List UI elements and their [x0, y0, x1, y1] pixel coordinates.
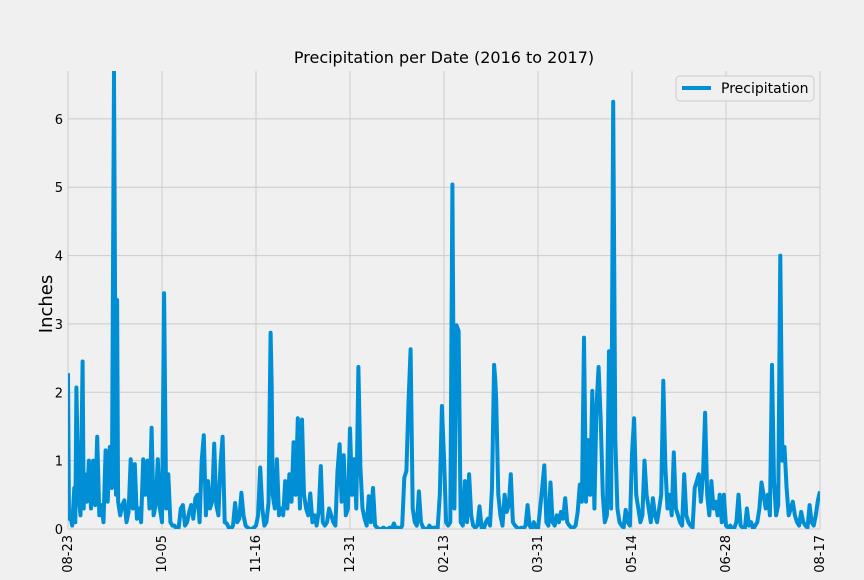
series-layer — [68, 71, 820, 529]
chart-title: Precipitation per Date (2016 to 2017) — [294, 48, 594, 67]
x-tick-label: 08-17 — [813, 535, 828, 573]
x-tick-label: 02-13 — [437, 535, 452, 573]
legend-box — [675, 75, 815, 102]
x-tick-label: 12-31 — [343, 535, 358, 573]
y-axis-ticks: 0 1 2 3 4 5 6 — [55, 113, 63, 538]
x-tick-label: 10-05 — [155, 535, 170, 573]
x-tick-label: 08-23 — [61, 535, 76, 573]
x-tick-label: 05-14 — [625, 535, 640, 573]
x-axis-ticks: 08-23 10-05 11-16 12-31 02-13 03-31 05-14 06-28… — [61, 535, 828, 573]
legend-label: Precipitation — [721, 81, 809, 97]
y-tick-label: 5 — [55, 181, 63, 196]
series-line-precipitation — [68, 71, 820, 529]
x-tick-label: 06-28 — [719, 535, 734, 573]
y-tick-label: 6 — [55, 113, 63, 128]
x-tick-label: 11-16 — [249, 535, 264, 573]
y-tick-label: 3 — [55, 318, 63, 333]
y-tick-label: 2 — [55, 386, 63, 401]
legend: Precipitation — [675, 75, 815, 102]
y-tick-label: 1 — [55, 455, 63, 470]
y-tick-label: 4 — [55, 250, 63, 265]
y-tick-label: 0 — [55, 523, 63, 538]
x-tick-label: 03-31 — [531, 535, 546, 573]
y-axis-label: Inches — [36, 275, 57, 333]
